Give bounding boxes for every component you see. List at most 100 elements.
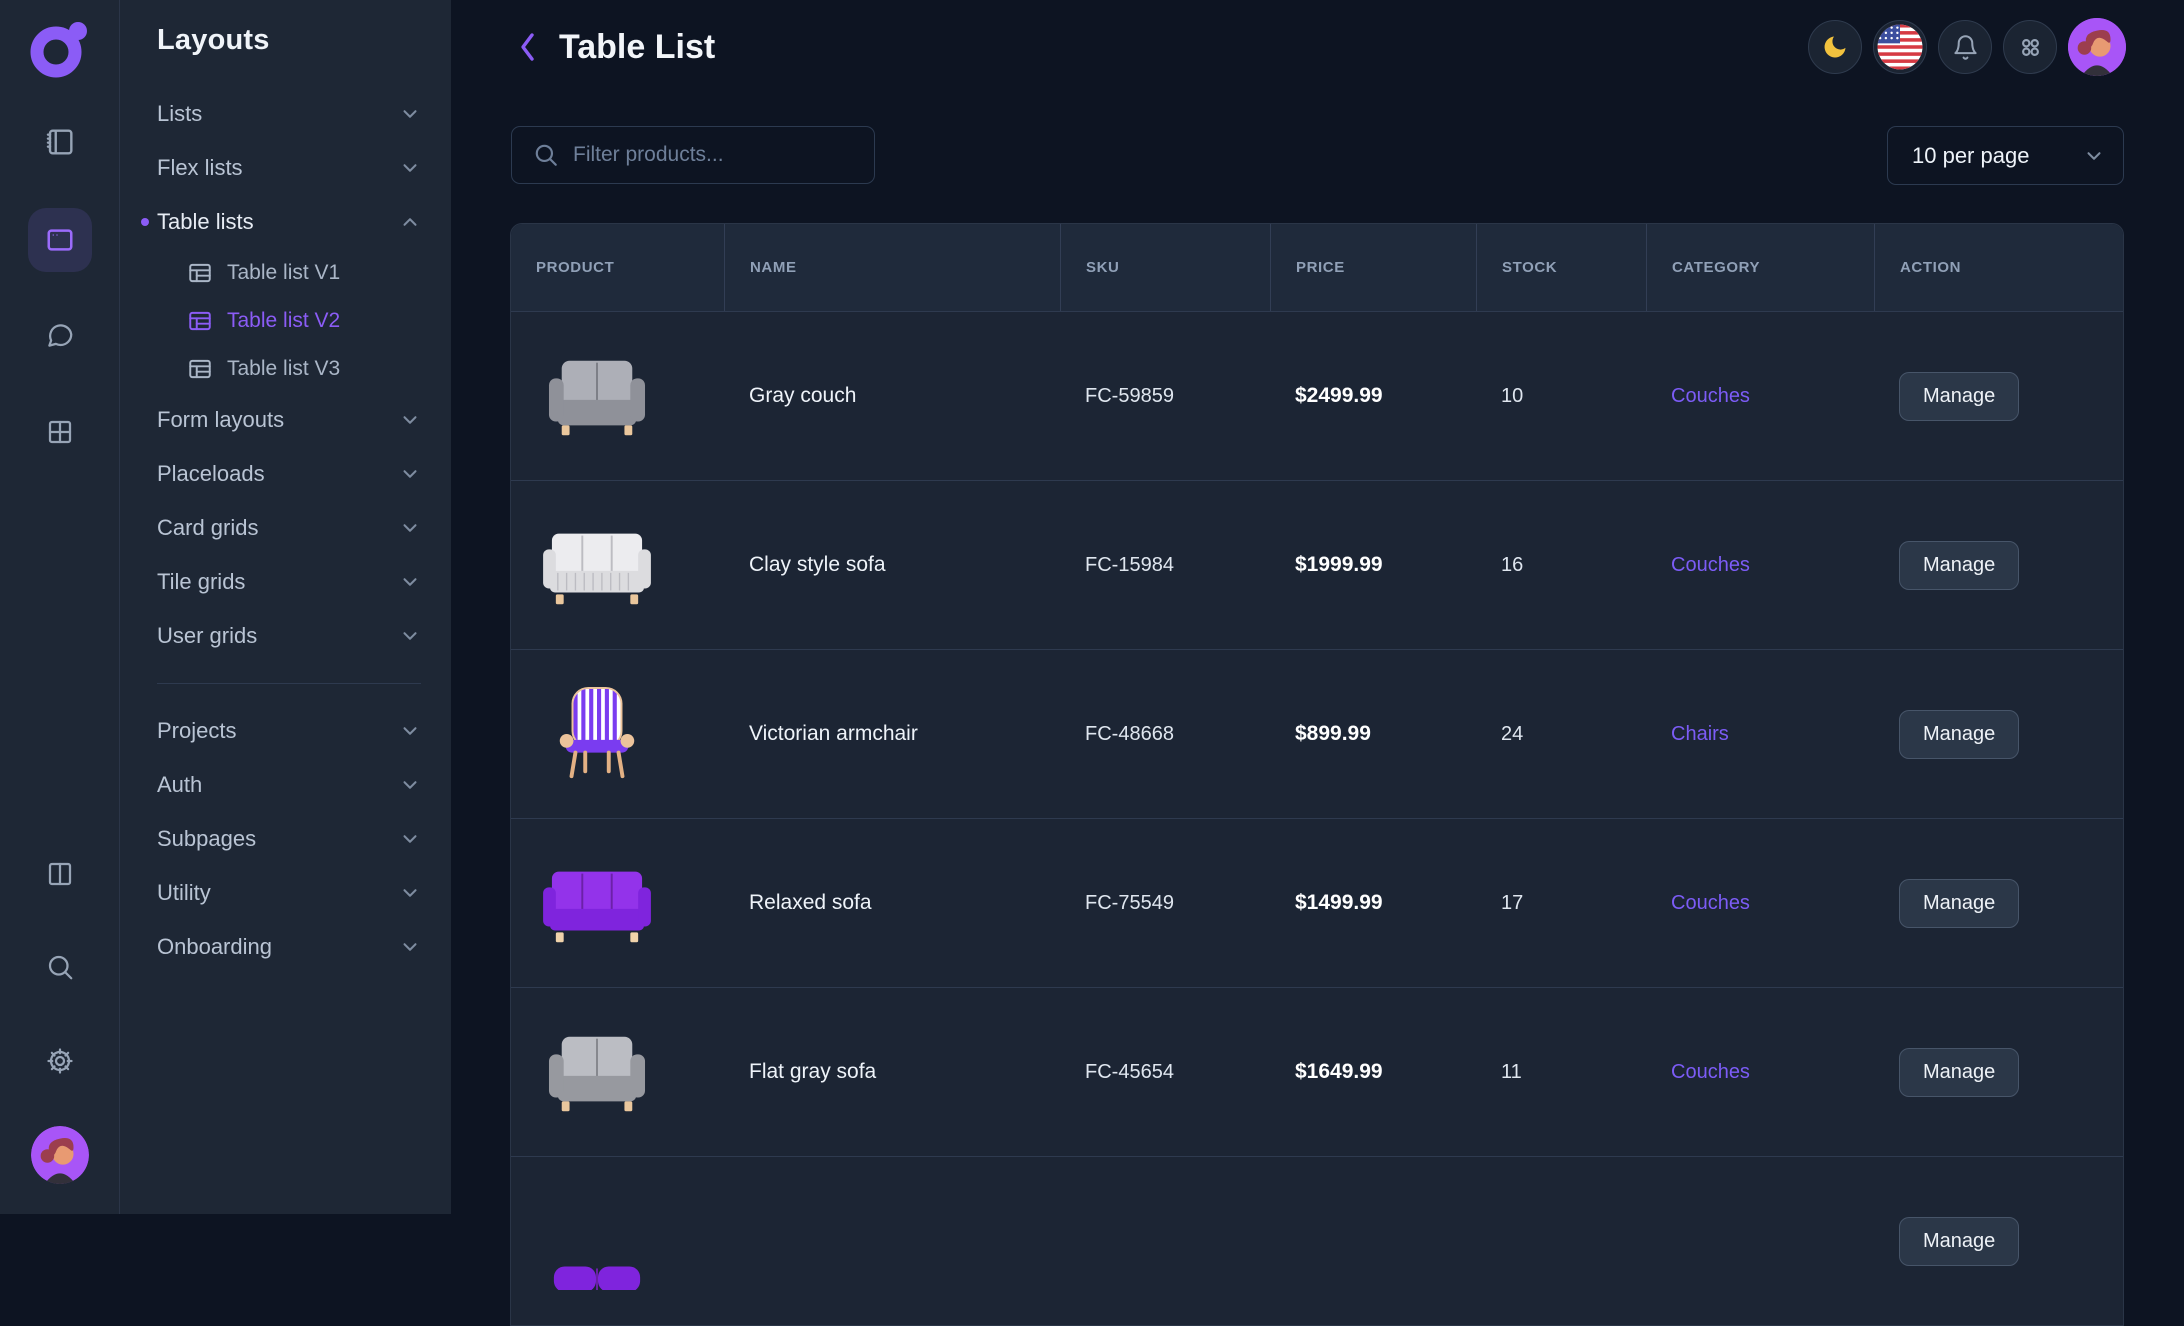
- sidebar-item-form-layouts[interactable]: Form layouts: [157, 393, 421, 447]
- action-cell: Manage: [1874, 481, 2123, 649]
- sidebar-item-label: Onboarding: [157, 934, 272, 959]
- chevron-down-icon: [403, 578, 417, 586]
- manage-button[interactable]: Manage: [1899, 709, 2020, 759]
- sidebar-item-flex-lists[interactable]: Flex lists: [157, 141, 421, 195]
- sidebar-subitem-label: Table list V1: [227, 261, 341, 284]
- product-image: [543, 533, 651, 605]
- sidebar-item-user-grids[interactable]: User grids: [157, 609, 421, 663]
- filter-input[interactable]: [573, 143, 856, 167]
- sidebar-item-onboarding[interactable]: Onboarding: [157, 920, 421, 974]
- manage-button[interactable]: Manage: [1899, 1216, 2020, 1266]
- sidebar-item-label: Projects: [157, 718, 237, 743]
- rail-item-chat[interactable]: [36, 311, 84, 359]
- active-dot: [141, 218, 149, 226]
- chevron-down-icon: [403, 470, 417, 478]
- sidebar-item-table-lists[interactable]: Table lists: [141, 195, 421, 249]
- sidebar-item-tile-grids[interactable]: Tile grids: [157, 555, 421, 609]
- filter-field[interactable]: [511, 126, 875, 184]
- table-icon: [189, 359, 211, 379]
- chevron-down-icon: [403, 943, 417, 951]
- sidebar-item-projects[interactable]: Projects: [157, 704, 421, 758]
- table-icon: [189, 263, 211, 283]
- product-category-cell: Couches: [1646, 312, 1874, 480]
- product-image: [548, 1036, 646, 1112]
- sidebar-item-label: Placeloads: [157, 461, 265, 486]
- chevron-left-icon: [521, 33, 534, 61]
- apps-button[interactable]: [2003, 20, 2057, 74]
- action-cell: Manage: [1874, 650, 2123, 818]
- sidebar-item-auth[interactable]: Auth: [157, 758, 421, 812]
- category-link[interactable]: Couches: [1671, 384, 1750, 407]
- product-image-cell: [511, 1157, 724, 1325]
- sidebar-item-card-grids[interactable]: Card grids: [157, 501, 421, 555]
- category-link[interactable]: Couches: [1671, 1060, 1750, 1083]
- table-body: Gray couch FC-59859 $2499.99 10 Couches …: [511, 311, 2123, 1325]
- sidebar-item-label: Tile grids: [157, 569, 246, 594]
- bell-icon: [1953, 34, 1977, 60]
- profile-button[interactable]: [2068, 18, 2126, 76]
- sidebar-item-lists[interactable]: Lists: [157, 87, 421, 141]
- product-name: Flat gray sofa: [749, 1060, 877, 1083]
- columns-icon: [48, 862, 71, 886]
- search-icon: [535, 144, 557, 166]
- sidebar-item-placeloads[interactable]: Placeloads: [157, 447, 421, 501]
- sidebar: Layouts Lists Flex lists Table lists Tab…: [120, 0, 451, 1214]
- chevron-up-icon: [403, 218, 417, 226]
- product-name: [724, 1157, 1060, 1325]
- sidebar-title: Layouts: [157, 24, 270, 56]
- sidebar-item-utility[interactable]: Utility: [157, 866, 421, 920]
- table-row: Clay style sofa FC-15984 $1999.99 16 Cou…: [511, 480, 2123, 649]
- per-page-select[interactable]: 10 per page: [1887, 126, 2124, 185]
- category-link[interactable]: Couches: [1671, 553, 1750, 576]
- product-stock: 17: [1501, 891, 1524, 914]
- product-price: [1270, 1157, 1476, 1325]
- table-icon: [189, 311, 211, 331]
- category-link[interactable]: Chairs: [1671, 722, 1729, 745]
- window-icon: [47, 229, 72, 251]
- sidebar-item-subpages[interactable]: Subpages: [157, 812, 421, 866]
- manage-button[interactable]: Manage: [1899, 371, 2020, 421]
- product-image: [548, 360, 646, 436]
- moon-icon: [1824, 36, 1846, 58]
- rail-item-search[interactable]: [36, 943, 84, 991]
- manage-button[interactable]: Manage: [1899, 1047, 2020, 1097]
- topbar: Table List: [515, 0, 2126, 94]
- page-title: Table List: [559, 27, 716, 66]
- theme-toggle-button[interactable]: [1808, 20, 1862, 74]
- icon-rail: [0, 0, 120, 1214]
- sidebar-item-label: Card grids: [157, 515, 259, 540]
- avatar: [2068, 18, 2126, 76]
- column-header-price: PRICE: [1270, 224, 1476, 311]
- toolbar: 10 per page: [511, 126, 2124, 185]
- rail-item-pages[interactable]: [36, 118, 84, 166]
- rail-item-layouts[interactable]: [27, 208, 92, 272]
- table-header-row: PRODUCT NAME SKU PRICE STOCK CATEGORY ACTION: [511, 224, 2123, 311]
- notifications-button[interactable]: [1938, 20, 1992, 74]
- chevron-down-icon: [403, 727, 417, 735]
- category-link[interactable]: Couches: [1671, 891, 1750, 914]
- product-stock: 10: [1501, 384, 1524, 407]
- manage-button[interactable]: Manage: [1899, 878, 2020, 928]
- product-price: $1999.99: [1295, 553, 1383, 576]
- rail-item-profile[interactable]: [30, 1126, 89, 1184]
- sidebar-subitem-table-list-v2[interactable]: Table list V2: [157, 297, 421, 345]
- rail-item-widgets[interactable]: [36, 408, 84, 456]
- main-content: Table List 10 per: [451, 0, 2184, 1326]
- manage-button[interactable]: Manage: [1899, 540, 2020, 590]
- column-header-stock: STOCK: [1476, 224, 1646, 311]
- avatar: [30, 1126, 89, 1184]
- product-image: [553, 1266, 641, 1290]
- back-button[interactable]: [515, 28, 541, 66]
- column-header-action: ACTION: [1874, 224, 2123, 311]
- column-header-name: NAME: [724, 224, 1060, 311]
- language-button[interactable]: [1873, 20, 1927, 74]
- rail-item-panels[interactable]: [36, 850, 84, 898]
- chevron-down-icon: [403, 835, 417, 843]
- sidebar-subitem-table-list-v1[interactable]: Table list V1: [157, 249, 421, 297]
- rail-item-settings[interactable]: [36, 1037, 84, 1085]
- product-image-cell: [511, 650, 724, 818]
- sidebar-subitem-table-list-v3[interactable]: Table list V3: [157, 345, 421, 393]
- action-cell: Manage: [1874, 819, 2123, 987]
- product-price: $899.99: [1295, 722, 1371, 745]
- column-header-product: PRODUCT: [536, 259, 615, 276]
